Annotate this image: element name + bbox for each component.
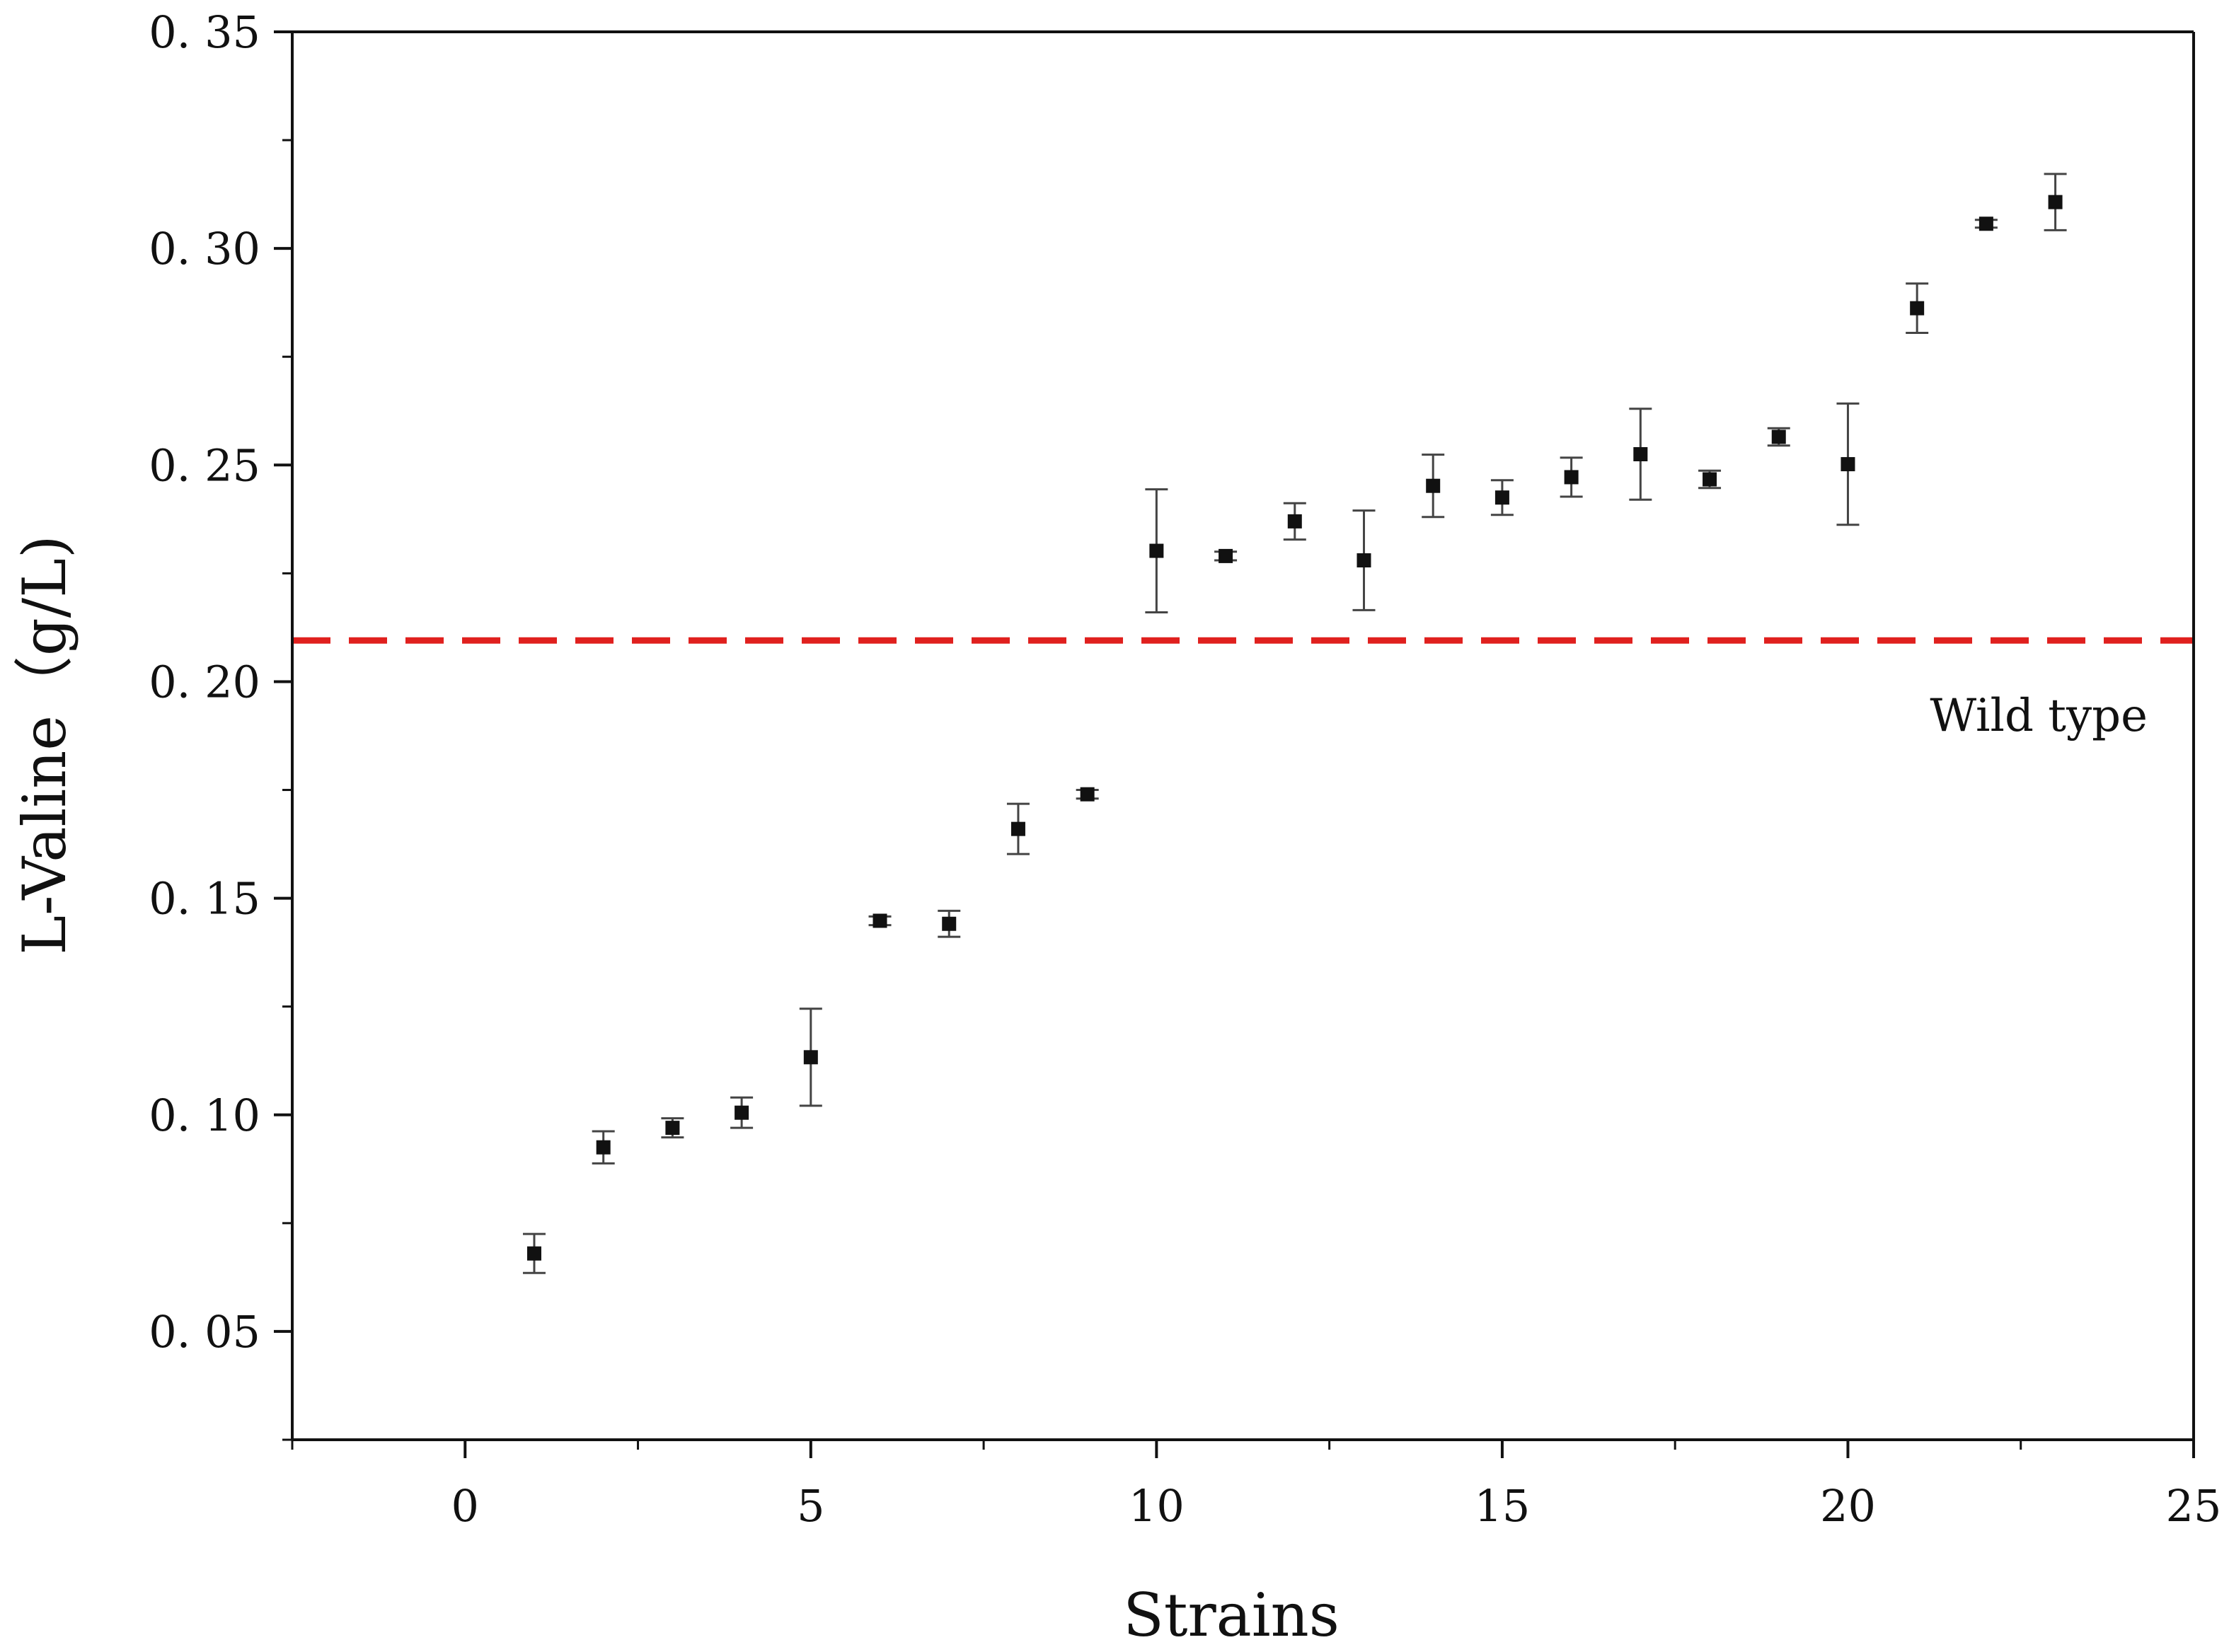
data-point (1080, 787, 1095, 802)
error-bars-layer (522, 173, 2067, 1274)
data-point (1771, 429, 1786, 444)
data-point (2048, 195, 2063, 209)
data-point (1010, 821, 1025, 836)
x-tick-label: 0 (451, 1480, 479, 1532)
data-point (1564, 470, 1579, 485)
y-tick-label: 0. 25 (149, 439, 260, 491)
data-point (1633, 447, 1648, 461)
ticks-layer: 0 5 10 15 20 25 0. 05 0. 10 0. 15 0. 20 0. 25 0. 30… (149, 6, 2221, 1532)
y-tick-label: 0. 05 (149, 1306, 260, 1358)
y-axis-title: L-Valine（g/L) (10, 535, 79, 954)
data-point (872, 913, 887, 928)
axes-layer (291, 30, 2195, 1441)
data-point (596, 1140, 611, 1155)
data-points-layer (526, 195, 2063, 1261)
x-tick-label: 20 (1820, 1480, 1876, 1532)
wild-type-label: Wild type (1930, 690, 2148, 742)
data-point (1494, 490, 1509, 505)
y-tick-label: 0. 10 (149, 1090, 260, 1141)
data-point (1287, 514, 1302, 528)
y-tick-label: 0. 20 (149, 656, 260, 707)
x-tick-label: 25 (2166, 1480, 2222, 1532)
x-tick-label: 10 (1129, 1480, 1185, 1532)
y-tick-label: 0. 35 (149, 6, 260, 58)
y-tick-label: 0. 30 (149, 223, 260, 275)
data-point (1841, 457, 1855, 472)
x-tick-label: 5 (797, 1480, 824, 1532)
data-point (735, 1105, 749, 1120)
x-tick-label: 15 (1474, 1480, 1530, 1532)
data-point (1426, 478, 1441, 493)
data-point (1357, 553, 1371, 568)
data-point (1910, 301, 1925, 316)
data-point (1149, 543, 1164, 558)
data-point (526, 1246, 541, 1261)
data-point (1703, 472, 1717, 487)
data-point (665, 1121, 680, 1136)
data-point (803, 1050, 818, 1065)
data-point (1219, 548, 1233, 563)
data-point (942, 916, 957, 931)
x-axis-title: Strains (1123, 1581, 1340, 1650)
data-point (1979, 216, 1993, 231)
y-tick-label: 0. 15 (149, 873, 260, 925)
